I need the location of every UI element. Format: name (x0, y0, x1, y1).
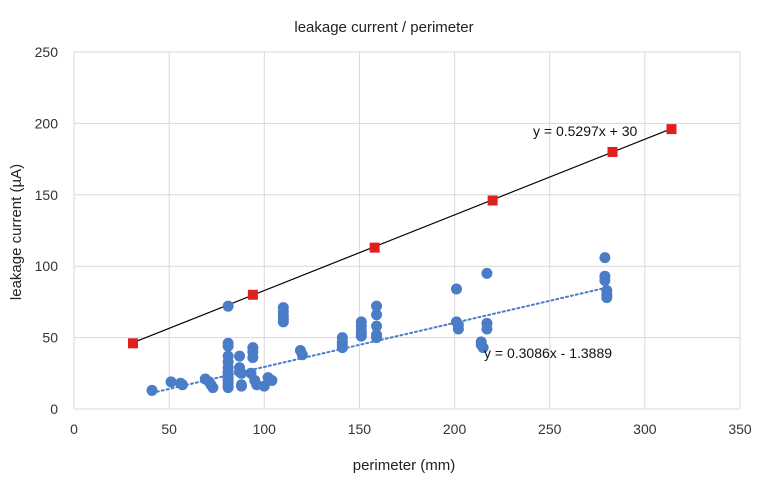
measured-point (222, 340, 234, 352)
measured-point (222, 300, 234, 312)
measured-point (601, 292, 613, 304)
measured-point (165, 376, 177, 388)
y-axis-label: leakage current (µA) (8, 164, 25, 300)
x-tick-label: 150 (348, 421, 372, 437)
measured-point (355, 330, 367, 342)
measured-point (277, 316, 289, 328)
y-tick-label: 100 (35, 258, 59, 274)
measured-point (235, 380, 247, 392)
measured-point (450, 283, 462, 295)
measured-point (481, 267, 493, 279)
reference-point (247, 289, 258, 300)
measured-point (146, 384, 158, 396)
y-tick-label: 250 (35, 44, 59, 60)
y-tick-label: 50 (42, 330, 58, 346)
measured-point (222, 382, 234, 394)
x-tick-label: 300 (633, 421, 657, 437)
reference-point (487, 195, 498, 206)
reference-point (666, 124, 677, 135)
fit-equation: y = 0.3086x - 1.3889 (484, 345, 612, 361)
measured-point (235, 367, 247, 379)
measured-point (481, 323, 493, 335)
measured-point (371, 309, 383, 321)
measured-point (207, 382, 219, 394)
x-axis-label: perimeter (mm) (353, 457, 456, 474)
reference-point (127, 338, 138, 349)
y-tick-label: 150 (35, 187, 59, 203)
chart-title: leakage current / perimeter (294, 19, 473, 36)
gridlines (73, 51, 741, 410)
y-tick-label: 0 (50, 401, 58, 417)
measured-point (477, 342, 489, 354)
reference-point (607, 146, 618, 157)
measured-point (296, 349, 308, 361)
measured-point (452, 323, 464, 335)
x-tick-label: 200 (443, 421, 467, 437)
measured-point (599, 274, 611, 286)
measured-point (336, 342, 348, 354)
measured-point (258, 380, 270, 392)
y-tick-label: 200 (35, 115, 59, 131)
data-points (127, 124, 677, 396)
measured-point (371, 332, 383, 344)
measured-point (599, 252, 611, 264)
tick-labels: 0 50 100 150 200 250 300 350 0 50 100 150 200 250 (35, 44, 752, 437)
x-tick-label: 100 (253, 421, 277, 437)
reference-point (369, 242, 380, 253)
measured-point (247, 352, 259, 364)
x-tick-label: 50 (161, 421, 177, 437)
reference-equation: y = 0.5297x + 30 (533, 123, 638, 139)
x-tick-label: 0 (70, 421, 78, 437)
x-tick-label: 350 (728, 421, 752, 437)
measured-point (371, 320, 383, 332)
measured-point (176, 379, 188, 391)
measured-point (234, 350, 246, 362)
measured-point (371, 300, 383, 312)
measured-point (266, 374, 278, 386)
x-tick-label: 250 (538, 421, 562, 437)
